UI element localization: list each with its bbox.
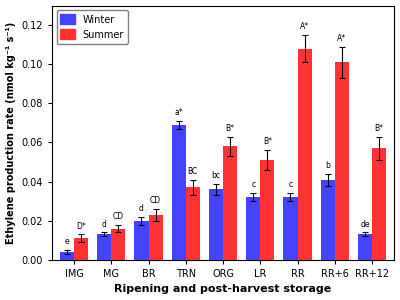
Bar — [148, 215, 163, 260]
Text: B*: B* — [375, 124, 384, 133]
Text: CD: CD — [150, 196, 161, 205]
Y-axis label: Ethylene production rate (nmol kg⁻¹ s⁻¹): Ethylene production rate (nmol kg⁻¹ s⁻¹) — [6, 22, 16, 244]
Bar — [358, 234, 372, 260]
Text: b: b — [325, 161, 330, 170]
Bar — [60, 252, 74, 260]
Bar — [186, 188, 200, 260]
Text: a*: a* — [174, 108, 183, 117]
Bar — [172, 125, 186, 260]
Bar — [97, 234, 111, 260]
Text: BC: BC — [188, 167, 198, 176]
X-axis label: Ripening and post-harvest storage: Ripening and post-harvest storage — [114, 284, 332, 294]
Legend: Winter, Summer: Winter, Summer — [56, 11, 128, 43]
Bar — [111, 229, 126, 260]
Text: d: d — [102, 220, 107, 229]
Bar — [223, 146, 237, 260]
Bar — [209, 189, 223, 260]
Bar — [298, 49, 312, 260]
Bar — [134, 221, 148, 260]
Bar — [372, 148, 386, 260]
Bar — [246, 197, 260, 260]
Text: d: d — [139, 204, 144, 213]
Bar — [74, 238, 88, 260]
Text: A*: A* — [300, 22, 309, 31]
Text: c: c — [288, 180, 292, 189]
Text: c: c — [251, 180, 255, 189]
Text: de: de — [360, 220, 370, 229]
Text: B*: B* — [226, 124, 235, 133]
Text: B*: B* — [263, 137, 272, 146]
Bar — [321, 180, 335, 260]
Bar — [335, 62, 349, 260]
Text: e: e — [65, 237, 69, 246]
Bar — [284, 197, 298, 260]
Text: CD: CD — [113, 212, 124, 221]
Text: D*: D* — [76, 221, 86, 230]
Bar — [260, 160, 274, 260]
Text: A*: A* — [337, 34, 346, 43]
Text: bc: bc — [212, 171, 220, 180]
